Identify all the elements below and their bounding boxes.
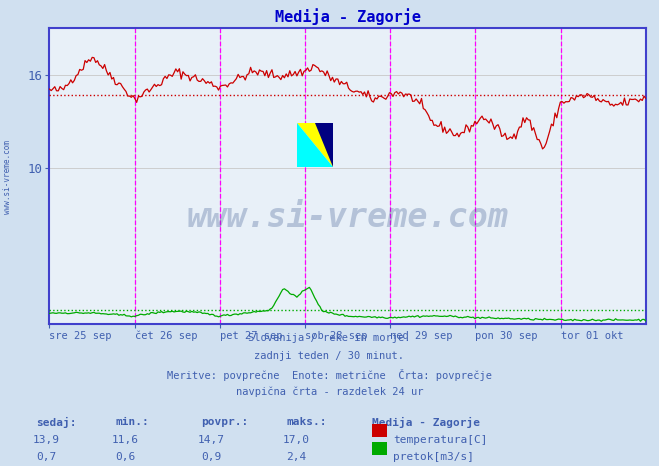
Text: zadnji teden / 30 minut.: zadnji teden / 30 minut. xyxy=(254,351,405,361)
Text: 0,9: 0,9 xyxy=(201,452,221,462)
Text: 2,4: 2,4 xyxy=(287,452,306,462)
Text: 11,6: 11,6 xyxy=(112,435,138,445)
Text: sedaj:: sedaj: xyxy=(36,417,76,428)
Text: navpična črta - razdelek 24 ur: navpična črta - razdelek 24 ur xyxy=(236,386,423,397)
Text: pretok[m3/s]: pretok[m3/s] xyxy=(393,452,474,462)
Text: Medija - Zagorje: Medija - Zagorje xyxy=(372,417,480,428)
Text: 0,7: 0,7 xyxy=(36,452,56,462)
Text: povpr.:: povpr.: xyxy=(201,417,248,427)
Text: Meritve: povprečne  Enote: metrične  Črta: povprečje: Meritve: povprečne Enote: metrične Črta:… xyxy=(167,369,492,381)
Text: www.si-vreme.com: www.si-vreme.com xyxy=(186,201,509,234)
Polygon shape xyxy=(297,123,333,167)
Polygon shape xyxy=(297,123,333,167)
Text: Slovenija / reke in morje.: Slovenija / reke in morje. xyxy=(248,333,411,343)
Text: 13,9: 13,9 xyxy=(33,435,59,445)
Text: 0,6: 0,6 xyxy=(115,452,135,462)
Text: maks.:: maks.: xyxy=(287,417,327,427)
Text: temperatura[C]: temperatura[C] xyxy=(393,435,488,445)
Text: min.:: min.: xyxy=(115,417,149,427)
Text: www.si-vreme.com: www.si-vreme.com xyxy=(3,140,13,214)
Polygon shape xyxy=(315,123,333,167)
Text: 14,7: 14,7 xyxy=(198,435,224,445)
Text: 17,0: 17,0 xyxy=(283,435,310,445)
Title: Medija - Zagorje: Medija - Zagorje xyxy=(275,8,420,26)
